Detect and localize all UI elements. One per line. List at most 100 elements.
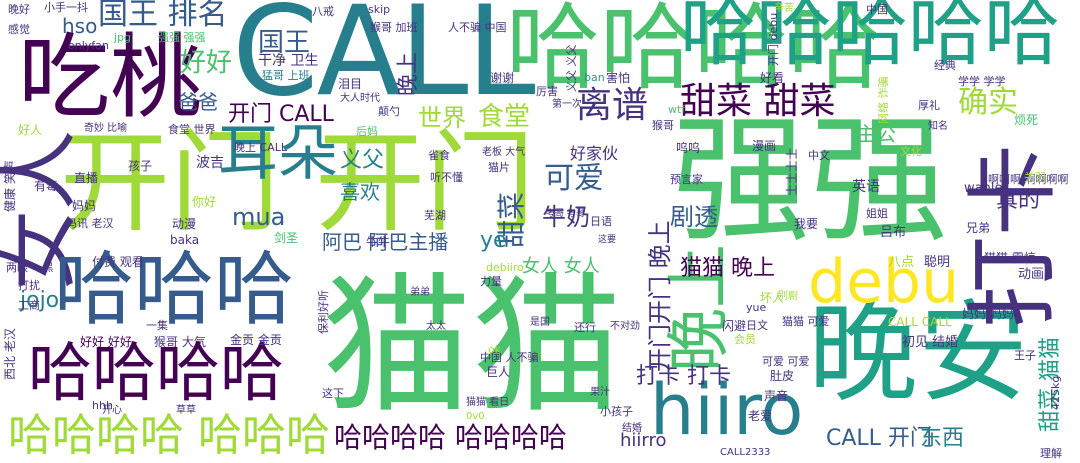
- word-taitai: 太太: [426, 321, 446, 332]
- word-houge2: 猴哥: [652, 119, 674, 132]
- word-haipa: 害怕: [606, 71, 631, 85]
- word-nvren-nvren: 女人 女人: [522, 256, 600, 277]
- word-zhugong: 主公: [856, 122, 896, 146]
- word-hahaha-big: 哈哈哈: [54, 243, 294, 336]
- word-bajie: 八戒: [312, 5, 334, 18]
- word-xiaohaizi: 小孩子: [600, 405, 633, 418]
- word-wenhua: 文化: [900, 145, 922, 158]
- word-maomao-keai: 猫猫 可爱: [782, 315, 830, 328]
- word-xihuan: 喜欢: [340, 180, 380, 204]
- word-yifu-yifu-v: 义父 义父: [565, 44, 578, 93]
- word-tingbudong: 听不懂: [430, 171, 463, 184]
- word-liliang: 力量: [480, 275, 502, 288]
- word-yiji: 一集: [146, 319, 168, 332]
- word-dudu: 肚皮: [770, 369, 795, 383]
- word-zhongwen: 中文: [808, 149, 830, 162]
- word-ganjing: 干净 卫生: [258, 53, 319, 69]
- word-guozi: 果汁: [590, 387, 610, 398]
- word-congming: 聪明: [924, 255, 951, 270]
- word-wanshang-call: 晚上 CALL: [234, 141, 287, 154]
- word-chitao: 吃桃: [18, 24, 203, 131]
- word-leimu: 泪目: [338, 77, 363, 91]
- word-haizi: 孩子: [128, 159, 153, 173]
- word-mama: 妈妈: [72, 199, 97, 213]
- word-diyici: 第一次: [552, 99, 582, 110]
- word-wuhu: 芜湖: [424, 209, 446, 222]
- word-zhende: 真的: [996, 188, 1041, 213]
- word-erduo: 耳朵: [218, 119, 338, 189]
- word-skip: skip: [368, 3, 391, 16]
- word-qihao: 奇妙 比喻: [84, 123, 128, 134]
- word-jutou: 剧透: [670, 203, 718, 231]
- word-jianshen: 剑圣: [274, 231, 299, 245]
- word-dongxi2: 动画: [1018, 267, 1045, 282]
- word-wanshang-top: 晚上: [396, 51, 421, 96]
- word-shitang: 食堂: [478, 102, 531, 132]
- word-mua: mua: [232, 203, 286, 231]
- word-xiaoshou: 小手一抖: [44, 1, 88, 14]
- word-youhai: 有毒: [34, 179, 59, 193]
- word-maomao-xiangri: 猫猫 看日: [466, 397, 510, 408]
- word-call: CALL: [232, 0, 536, 124]
- word-fufei: 付费 观看: [92, 255, 144, 269]
- word-shijie: 世界: [418, 104, 466, 132]
- word-jpg: jpg: [114, 31, 132, 44]
- word-hiiro: hiiro: [650, 369, 804, 451]
- word-425kg: 425kg: [1049, 375, 1062, 410]
- word-biele: 别剧: [778, 291, 798, 302]
- word-jiehun: 结婚: [622, 423, 642, 434]
- word-riyu: 日语: [590, 215, 612, 228]
- word-fengxun: 冯讯 老汉: [66, 217, 114, 230]
- word-shengyin: 声音: [764, 389, 789, 403]
- word-diandao: 颠勺: [378, 105, 400, 118]
- word-qiangqiang-small: 强强 强强: [158, 31, 206, 44]
- word-onlyfan: onlyfan: [68, 39, 109, 52]
- word-nihao: 你好: [192, 195, 217, 209]
- word-kaimen-wanshang-v: 开门开门 晚上: [646, 220, 674, 372]
- word-lihai2: 理解: [1040, 447, 1062, 460]
- word-riwen: 日文: [746, 319, 768, 332]
- word-hahaha-top: 哈哈哈哈哈: [680, 0, 1060, 76]
- word-caocao: 草草: [176, 405, 196, 416]
- word-aba-zhubo: 阿巴 阿巴主播: [322, 230, 449, 254]
- word-lihai: 厉害: [536, 85, 558, 98]
- word-xibei-v: 西北 老汉: [3, 328, 17, 380]
- word-maomao-zhendong: 猫猫 震惊: [984, 251, 1036, 265]
- word-houle: 厚礼: [918, 99, 940, 112]
- word-dadong: 打扰: [18, 279, 40, 292]
- word-boji: 波吉: [196, 155, 224, 171]
- word-dadashidai: 大人时代: [340, 93, 380, 104]
- word-xiexie: 谢谢: [490, 71, 515, 85]
- word-houge-jiaban: 猴哥 加班: [370, 21, 418, 34]
- word-haohao-haohao: 好好 好好: [80, 335, 132, 349]
- word-zhexia: 这下: [322, 387, 344, 400]
- word-lipu: 离谱: [576, 85, 649, 126]
- word-kaimen-call: 开门 CALL: [228, 102, 334, 127]
- word-houge-daqi: 猴哥 大气: [154, 335, 206, 349]
- word-ganjue: 感觉: [8, 23, 30, 36]
- word-jojo: jojo: [20, 288, 60, 313]
- word-babab: 爸爸: [178, 90, 218, 114]
- word-zhidao: 知名: [928, 121, 948, 132]
- word-zhongguo: 中国: [866, 3, 888, 16]
- word-mao-pian: 猫片: [488, 161, 510, 174]
- word-hiirro: hiirro: [620, 430, 667, 451]
- word-kaimen-kaimen: 开门 开门: [60, 119, 535, 247]
- word-kaimen-debu: 开门 debu: [767, 12, 780, 66]
- word-keai-keai: 可爱 可爱: [762, 355, 810, 368]
- word-zhibo: 直播: [74, 171, 99, 185]
- word-woyao: 我要: [794, 217, 819, 231]
- word-guanyu: 关羽: [1024, 171, 1046, 184]
- word-yuyanjia: 预言家: [670, 173, 703, 186]
- word-shitang-shijie: 食堂 世界: [168, 123, 216, 136]
- word-jiejie: 姐姐: [866, 207, 888, 220]
- word-gongshang: 工商: [18, 299, 40, 312]
- word-buduijin: 不对劲: [610, 321, 640, 332]
- word-tiancai: 甜菜 甜菜: [680, 81, 836, 122]
- word-mengge: 猛哥 上班: [262, 69, 310, 82]
- word-hhh: hhh: [92, 399, 113, 412]
- word-houdao: 后妈: [356, 125, 378, 138]
- word-laoai: 老爱: [748, 409, 773, 423]
- word-guowang-paiming: 国王 排名: [98, 0, 228, 32]
- word-huiyuan: 会员: [734, 333, 756, 346]
